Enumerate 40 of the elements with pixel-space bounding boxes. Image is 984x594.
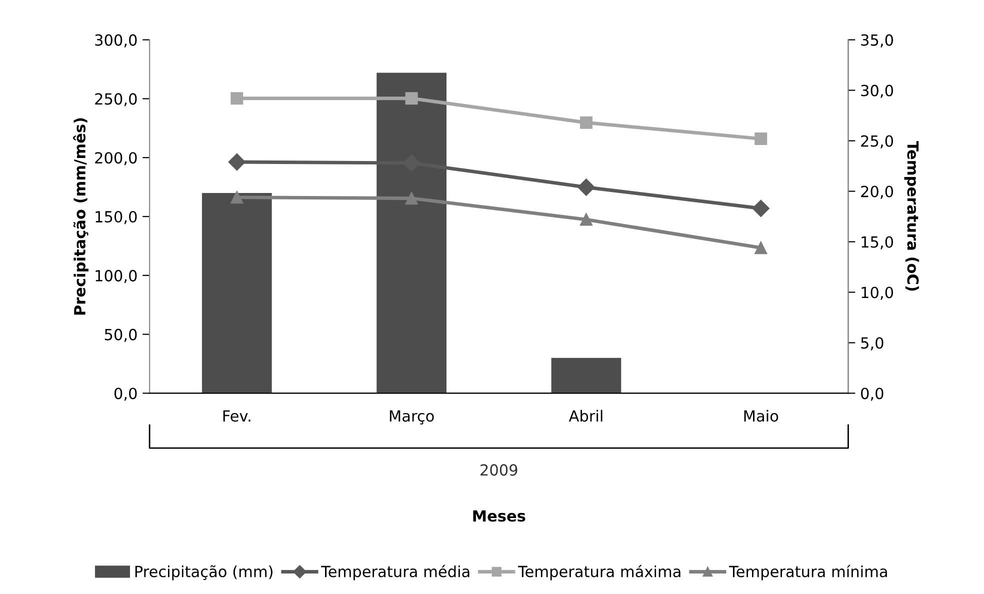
point [754,132,768,146]
text: 2009 [480,464,518,476]
legend-label: Temperatura mínima [729,564,887,580]
text: Meses [473,510,526,522]
y-tick-label: 0,0 [114,388,137,401]
legend-label: Temperatura máxima [518,564,680,580]
legend-label: Precipitação (mm) [135,565,272,580]
y-tick-label: 50,0 [104,328,137,342]
y2-tick-label: 10,0 [862,286,894,300]
x-tick-label: Março [390,410,434,424]
point [405,192,418,205]
y-axis-title: Precipitação (mm/mês) [73,118,88,315]
y2-tick-label: 25,0 [861,135,894,148]
point [230,92,244,105]
point [230,191,244,204]
point [580,116,592,129]
point [228,153,246,171]
x-tick-label: Abril [568,410,602,422]
point [754,242,768,254]
y2-tick-label: 30,0 [861,84,894,98]
y-tick-label: 250,0 [95,93,137,106]
y-tick-label: 100,0 [96,270,137,283]
y-tick-label: 150,0 [96,210,137,224]
y2-tick-label: 20,0 [861,186,894,199]
x-tick-label: Fev. [223,410,250,422]
point [405,92,418,105]
point [578,178,595,196]
x-tick-label: Maio [744,410,778,422]
y2-tick-label: 0,0 [861,388,884,401]
y2-axis-title: Temperatura (oC) [904,141,920,291]
y-tick-label: 300,0 [95,34,137,48]
y-tick-label: 200,0 [95,152,137,166]
y2-tick-label: 35,0 [861,34,894,48]
legend-label: Temperatura média [321,564,470,580]
y2-tick-label: 5,0 [861,337,884,350]
y2-tick-label: 15,0 [862,236,894,250]
point [580,213,592,226]
point [752,200,770,217]
bar [551,358,622,394]
bar [202,192,272,394]
